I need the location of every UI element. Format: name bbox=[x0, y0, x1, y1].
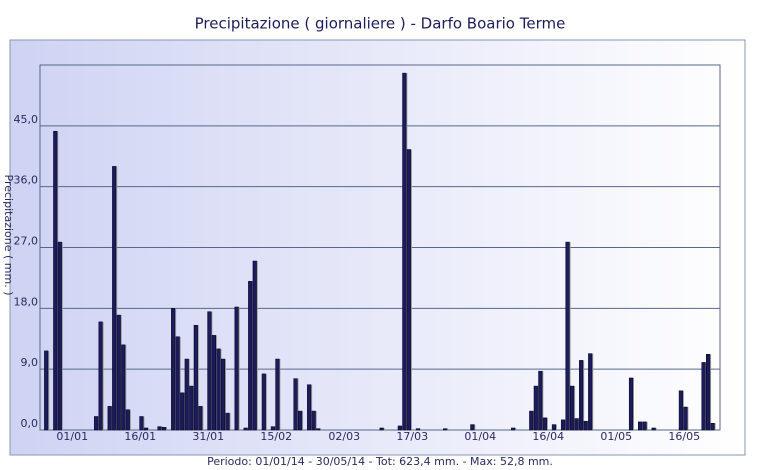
bar bbox=[44, 350, 49, 431]
bar bbox=[121, 344, 126, 431]
bar bbox=[53, 130, 58, 431]
bar bbox=[171, 308, 176, 431]
bar bbox=[125, 409, 130, 431]
bar bbox=[565, 241, 570, 431]
y-tick-label: 45,0 bbox=[14, 113, 39, 126]
bar bbox=[551, 424, 556, 431]
y-tick-label: 27,0 bbox=[14, 235, 39, 248]
x-tick-label: 31/01 bbox=[192, 430, 224, 443]
chart-title: Precipitazione ( giornaliere ) - Darfo B… bbox=[195, 15, 566, 33]
x-tick-label: 01/01 bbox=[56, 430, 88, 443]
bar bbox=[560, 419, 566, 431]
bar bbox=[683, 406, 688, 431]
bar bbox=[107, 406, 112, 431]
bar bbox=[175, 336, 180, 431]
bar bbox=[198, 406, 203, 431]
bar bbox=[270, 426, 275, 431]
bar bbox=[252, 260, 257, 431]
bar bbox=[98, 321, 103, 431]
bar bbox=[162, 427, 167, 431]
bar bbox=[94, 416, 99, 431]
bar bbox=[583, 420, 588, 431]
bar bbox=[470, 424, 475, 431]
bar bbox=[184, 358, 189, 431]
bar bbox=[710, 422, 715, 431]
footer: Periodo: 01/01/14 - 30/05/14 - Tot: 623,… bbox=[207, 455, 553, 468]
bar bbox=[139, 416, 144, 431]
bar bbox=[57, 241, 62, 431]
y-tick-label: 0,0 bbox=[21, 417, 39, 430]
bar bbox=[678, 390, 683, 431]
bar bbox=[157, 426, 162, 431]
x-tick-label: 01/05 bbox=[600, 430, 632, 443]
x-tick-label: 16/04 bbox=[532, 430, 564, 443]
bar bbox=[406, 149, 411, 431]
bar bbox=[701, 362, 706, 431]
bar bbox=[316, 428, 321, 431]
bar bbox=[234, 306, 239, 431]
bar bbox=[443, 428, 448, 431]
bar bbox=[706, 354, 711, 431]
bar bbox=[397, 425, 402, 431]
bar bbox=[511, 427, 516, 431]
x-tick-label: 02/03 bbox=[328, 430, 360, 443]
bar bbox=[642, 421, 647, 431]
bar bbox=[225, 412, 230, 431]
bar bbox=[651, 427, 656, 431]
bar bbox=[189, 385, 194, 431]
bar bbox=[379, 427, 384, 431]
y-axis-label: Precipitazione ( mm. ) bbox=[2, 175, 15, 296]
bar bbox=[261, 373, 266, 431]
bar bbox=[529, 410, 534, 431]
bar bbox=[311, 410, 316, 431]
bar bbox=[570, 385, 575, 431]
bar bbox=[116, 314, 121, 431]
bar bbox=[211, 335, 216, 431]
bar bbox=[248, 281, 253, 431]
bar bbox=[579, 360, 584, 431]
bar bbox=[415, 428, 420, 431]
bar bbox=[112, 166, 117, 431]
y-tick-label: 9,0 bbox=[21, 356, 39, 369]
x-tick-label: 17/03 bbox=[396, 430, 428, 443]
bar bbox=[180, 392, 185, 431]
bar bbox=[216, 348, 221, 431]
bar bbox=[542, 417, 547, 431]
bar bbox=[307, 384, 312, 431]
bar bbox=[220, 358, 226, 431]
x-tick-label: 16/05 bbox=[668, 430, 700, 443]
y-tick-label: 36,0 bbox=[14, 174, 39, 187]
bar bbox=[193, 324, 198, 431]
bar bbox=[538, 370, 543, 431]
x-tick-label: 16/01 bbox=[124, 430, 156, 443]
bar bbox=[533, 385, 538, 431]
bar bbox=[638, 421, 643, 431]
bar bbox=[243, 427, 248, 431]
bar bbox=[574, 418, 579, 431]
bar bbox=[402, 72, 407, 431]
x-tick-label: 01/04 bbox=[464, 430, 496, 443]
bar bbox=[143, 427, 148, 431]
bar bbox=[588, 353, 593, 431]
bar bbox=[298, 410, 303, 431]
bar bbox=[275, 358, 280, 431]
x-tick-label: 15/02 bbox=[260, 430, 292, 443]
bar bbox=[207, 311, 212, 431]
bar bbox=[628, 377, 634, 431]
y-tick-label: 18,0 bbox=[14, 295, 39, 308]
bar bbox=[293, 378, 298, 431]
